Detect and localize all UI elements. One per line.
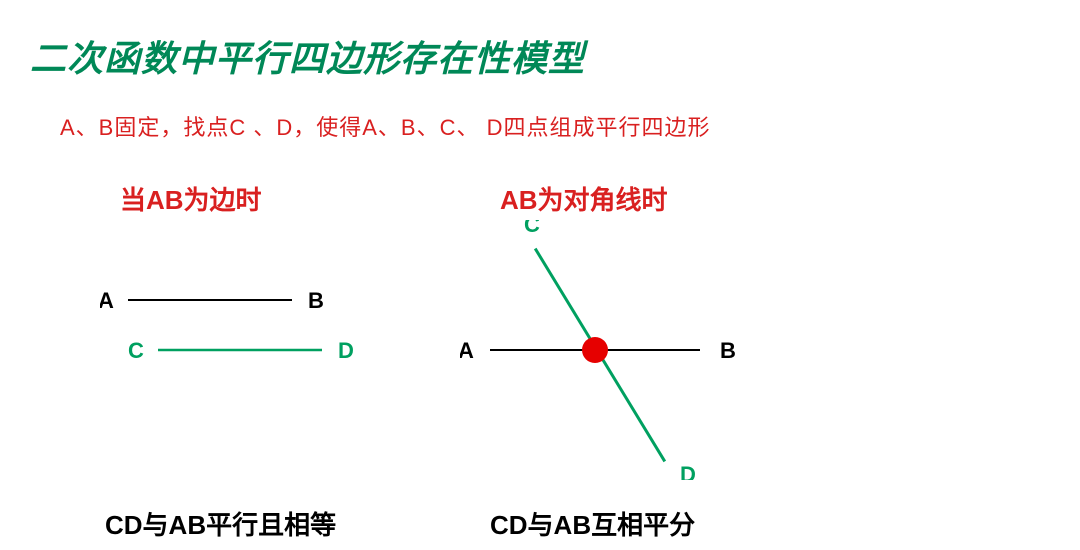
point-label-B: B: [720, 338, 736, 363]
case1-caption: CD与AB平行且相等: [105, 505, 336, 542]
diagram-ab-side: A B C D: [100, 270, 400, 390]
point-label-C: C: [128, 338, 144, 363]
case2-caption: CD与AB互相平分: [490, 505, 695, 542]
intersection-dot: [582, 337, 608, 363]
point-label-D: D: [338, 338, 354, 363]
point-label-B: B: [308, 288, 324, 313]
case1-label: 当AB为边时: [120, 180, 262, 217]
point-label-A: A: [460, 338, 474, 363]
point-label-A: A: [100, 288, 114, 313]
page-title: 二次函数中平行四边形存在性模型: [30, 30, 585, 82]
diagram-ab-diagonal: A B C D: [460, 220, 780, 480]
point-label-C: C: [524, 220, 540, 237]
subtitle: A、B固定，找点C 、D，使得A、B、C、 D四点组成平行四边形: [60, 110, 710, 142]
case2-label: AB为对角线时: [500, 180, 668, 217]
point-label-D: D: [680, 462, 696, 480]
